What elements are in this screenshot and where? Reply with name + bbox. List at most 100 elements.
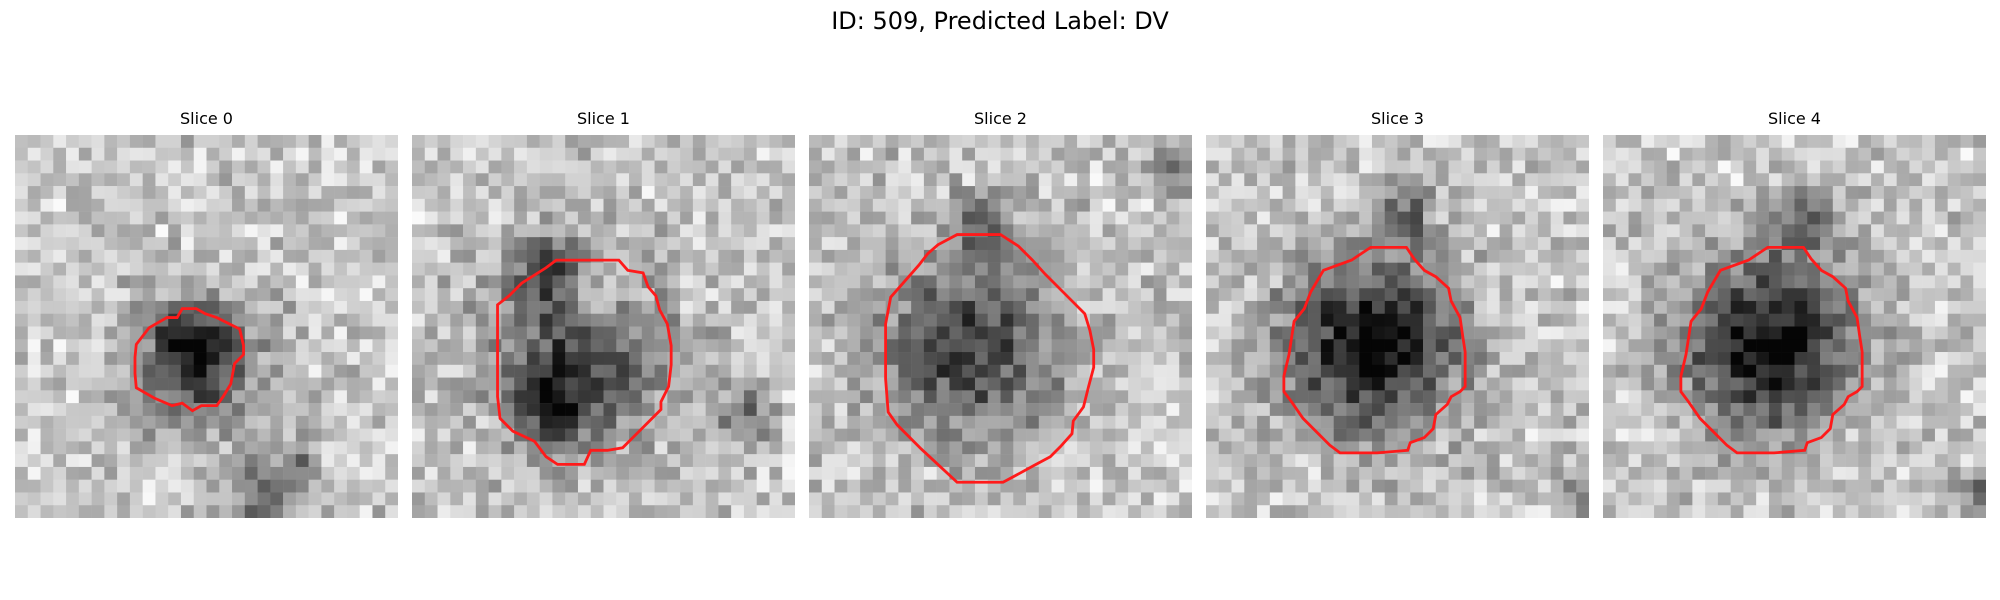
image-pixel	[1550, 415, 1564, 429]
image-pixel	[1525, 288, 1539, 302]
image-pixel	[1883, 339, 1897, 353]
image-pixel	[1128, 249, 1142, 263]
image-pixel	[949, 339, 963, 353]
image-pixel	[1756, 224, 1770, 238]
image-pixel	[1615, 249, 1629, 263]
image-pixel	[641, 160, 655, 174]
image-pixel	[1934, 288, 1948, 302]
image-pixel	[1781, 198, 1795, 212]
image-pixel	[206, 390, 220, 404]
image-pixel	[1000, 135, 1014, 149]
image-pixel	[193, 173, 207, 187]
image-pixel	[1089, 390, 1103, 404]
image-pixel	[974, 288, 988, 302]
image-pixel	[616, 492, 630, 506]
image-pixel	[1781, 186, 1795, 200]
image-pixel	[1486, 173, 1500, 187]
image-pixel	[743, 262, 757, 276]
image-pixel	[603, 339, 617, 353]
image-pixel	[117, 339, 131, 353]
image-pixel	[1692, 364, 1706, 378]
image-pixel	[756, 326, 770, 340]
image-pixel	[1871, 288, 1885, 302]
image-pixel	[270, 415, 284, 429]
image-pixel	[526, 479, 540, 493]
image-pixel	[1909, 505, 1923, 518]
image-pixel	[949, 390, 963, 404]
image-pixel	[1871, 326, 1885, 340]
image-pixel	[257, 415, 271, 429]
image-pixel	[1537, 454, 1551, 468]
image-pixel	[821, 300, 835, 314]
image-pixel	[270, 173, 284, 187]
image-pixel	[1563, 313, 1577, 327]
image-pixel	[488, 454, 502, 468]
image-pixel	[1013, 135, 1027, 149]
image-pixel	[117, 415, 131, 429]
image-pixel	[962, 173, 976, 187]
image-pixel	[78, 262, 92, 276]
image-pixel	[872, 275, 886, 289]
image-pixel	[1359, 390, 1373, 404]
image-pixel	[731, 454, 745, 468]
image-pixel	[1244, 135, 1258, 149]
image-pixel	[1448, 403, 1462, 417]
image-pixel	[78, 377, 92, 391]
image-pixel	[1871, 428, 1885, 442]
image-pixel	[1858, 505, 1872, 518]
image-pixel	[667, 211, 681, 225]
image-pixel	[1257, 173, 1271, 187]
image-pixel	[692, 147, 706, 161]
segmentation-contour	[1282, 245, 1467, 455]
image-pixel	[1820, 428, 1834, 442]
image-pixel	[898, 160, 912, 174]
image-pixel	[1410, 160, 1424, 174]
image-pixel	[180, 390, 194, 404]
image-pixel	[1550, 339, 1564, 353]
image-pixel	[821, 198, 835, 212]
image-pixel	[911, 237, 925, 251]
image-pixel	[206, 147, 220, 161]
image-pixel	[731, 466, 745, 480]
image-pixel	[756, 288, 770, 302]
image-pixel	[1756, 479, 1770, 493]
image-pixel	[1576, 466, 1589, 480]
image-pixel	[206, 300, 220, 314]
image-pixel	[66, 352, 80, 366]
image-pixel	[1295, 492, 1309, 506]
image-pixel	[987, 313, 1001, 327]
image-pixel	[1832, 466, 1846, 480]
image-pixel	[463, 135, 477, 149]
image-pixel	[1832, 454, 1846, 468]
image-pixel	[385, 428, 398, 442]
image-pixel	[40, 339, 54, 353]
image-pixel	[705, 428, 719, 442]
image-pixel	[1026, 339, 1040, 353]
image-pixel	[232, 403, 246, 417]
image-pixel	[193, 249, 207, 263]
image-pixel	[1000, 428, 1014, 442]
image-pixel	[1128, 186, 1142, 200]
image-pixel	[295, 275, 309, 289]
image-pixel	[308, 237, 322, 251]
image-pixel	[692, 288, 706, 302]
image-pixel	[180, 249, 194, 263]
image-pixel	[66, 186, 80, 200]
image-pixel	[424, 352, 438, 366]
image-pixel	[257, 466, 271, 480]
image-pixel	[1359, 186, 1373, 200]
image-pixel	[1410, 390, 1424, 404]
image-pixel	[1705, 454, 1719, 468]
image-pixel	[834, 492, 848, 506]
image-pixel	[1807, 339, 1821, 353]
image-pixel	[577, 262, 591, 276]
image-pixel	[1781, 364, 1795, 378]
image-pixel	[66, 415, 80, 429]
image-pixel	[1922, 492, 1936, 506]
image-pixel	[1435, 249, 1449, 263]
image-pixel	[321, 441, 335, 455]
image-pixel	[232, 492, 246, 506]
image-pixel	[488, 492, 502, 506]
image-pixel	[680, 390, 694, 404]
image-pixel	[27, 415, 41, 429]
